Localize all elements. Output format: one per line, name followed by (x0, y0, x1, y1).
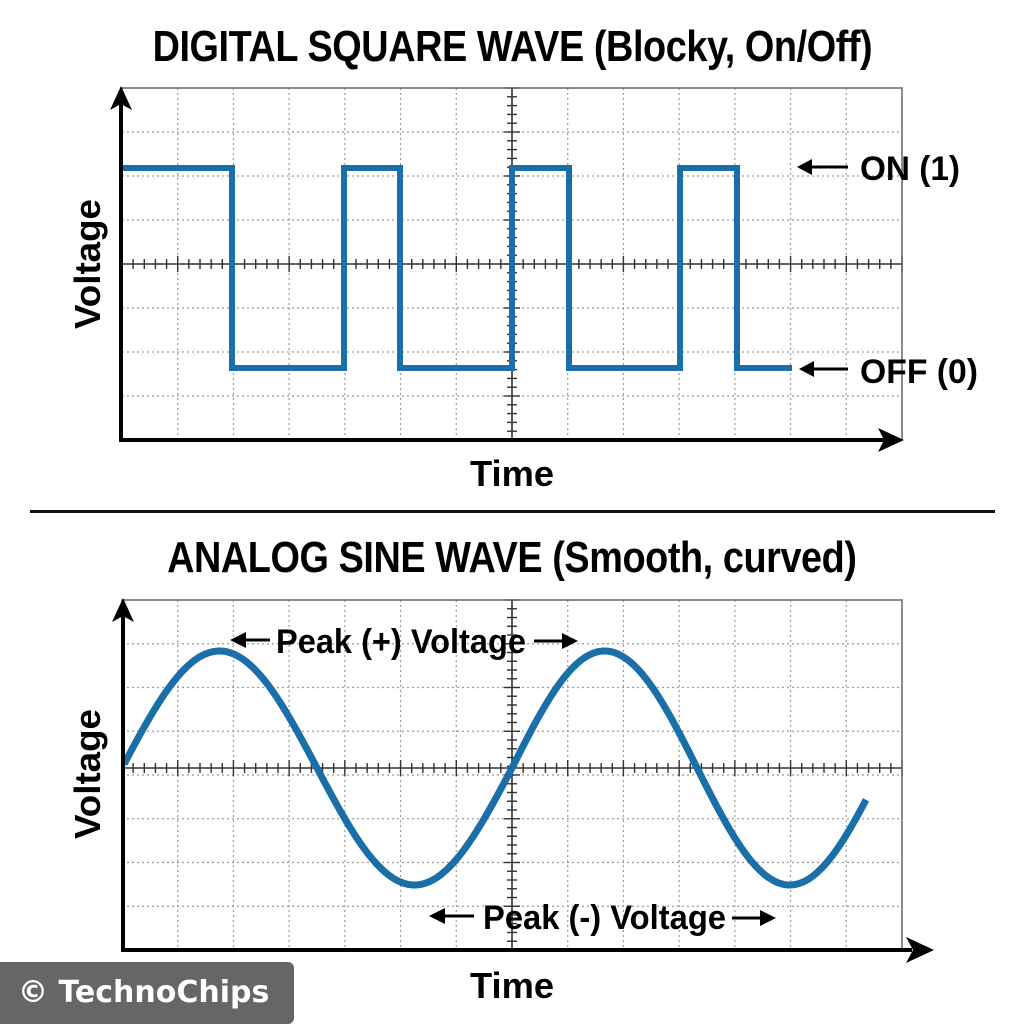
y-axis-arrow-icon (110, 86, 132, 110)
sine-wave-x-label: Time (470, 965, 554, 1006)
arrow-left-icon (797, 159, 812, 175)
square-wave-line (122, 165, 792, 371)
watermark-badge: © TechnoChips (0, 962, 294, 1024)
sine-wave-line (120, 647, 870, 889)
arrow-left-icon (230, 632, 246, 648)
square-wave-x-label: Time (470, 453, 554, 494)
square-wave-title: DIGITAL SQUARE WAVE (Blocky, On/Off) (0, 22, 1024, 72)
peak-neg-label: Peak (-) Voltage (483, 899, 726, 937)
on-level-label: ON (1) (860, 150, 960, 188)
square-wave-y-label: Voltage (67, 199, 108, 329)
arrow-left-icon (799, 361, 814, 377)
square-wave-chart: ON (1) OFF (0) Time Voltage (67, 86, 978, 494)
sine-wave-title-main: ANALOG SINE WAVE (167, 533, 543, 582)
x-axis-arrow-icon (878, 428, 904, 452)
section-divider (30, 510, 995, 513)
arrow-right-icon (562, 633, 578, 649)
sine-wave-title: ANALOG SINE WAVE (Smooth, curved) (0, 533, 1024, 583)
sine-wave-y-label: Voltage (67, 709, 108, 839)
off-level-label: OFF (0) (860, 353, 978, 391)
sine-wave-title-sub: (Smooth, curved) (552, 533, 857, 582)
peak-pos-label: Peak (+) Voltage (276, 623, 526, 661)
y-axis-arrow-icon (112, 598, 134, 622)
watermark-text: © TechnoChips (18, 975, 270, 1010)
square-wave-title-main: DIGITAL SQUARE WAVE (152, 22, 584, 71)
x-axis-arrow-icon (906, 937, 934, 963)
arrow-right-icon (760, 910, 776, 926)
square-wave-title-sub: (Blocky, On/Off) (593, 22, 872, 71)
arrow-left-icon (429, 908, 445, 924)
